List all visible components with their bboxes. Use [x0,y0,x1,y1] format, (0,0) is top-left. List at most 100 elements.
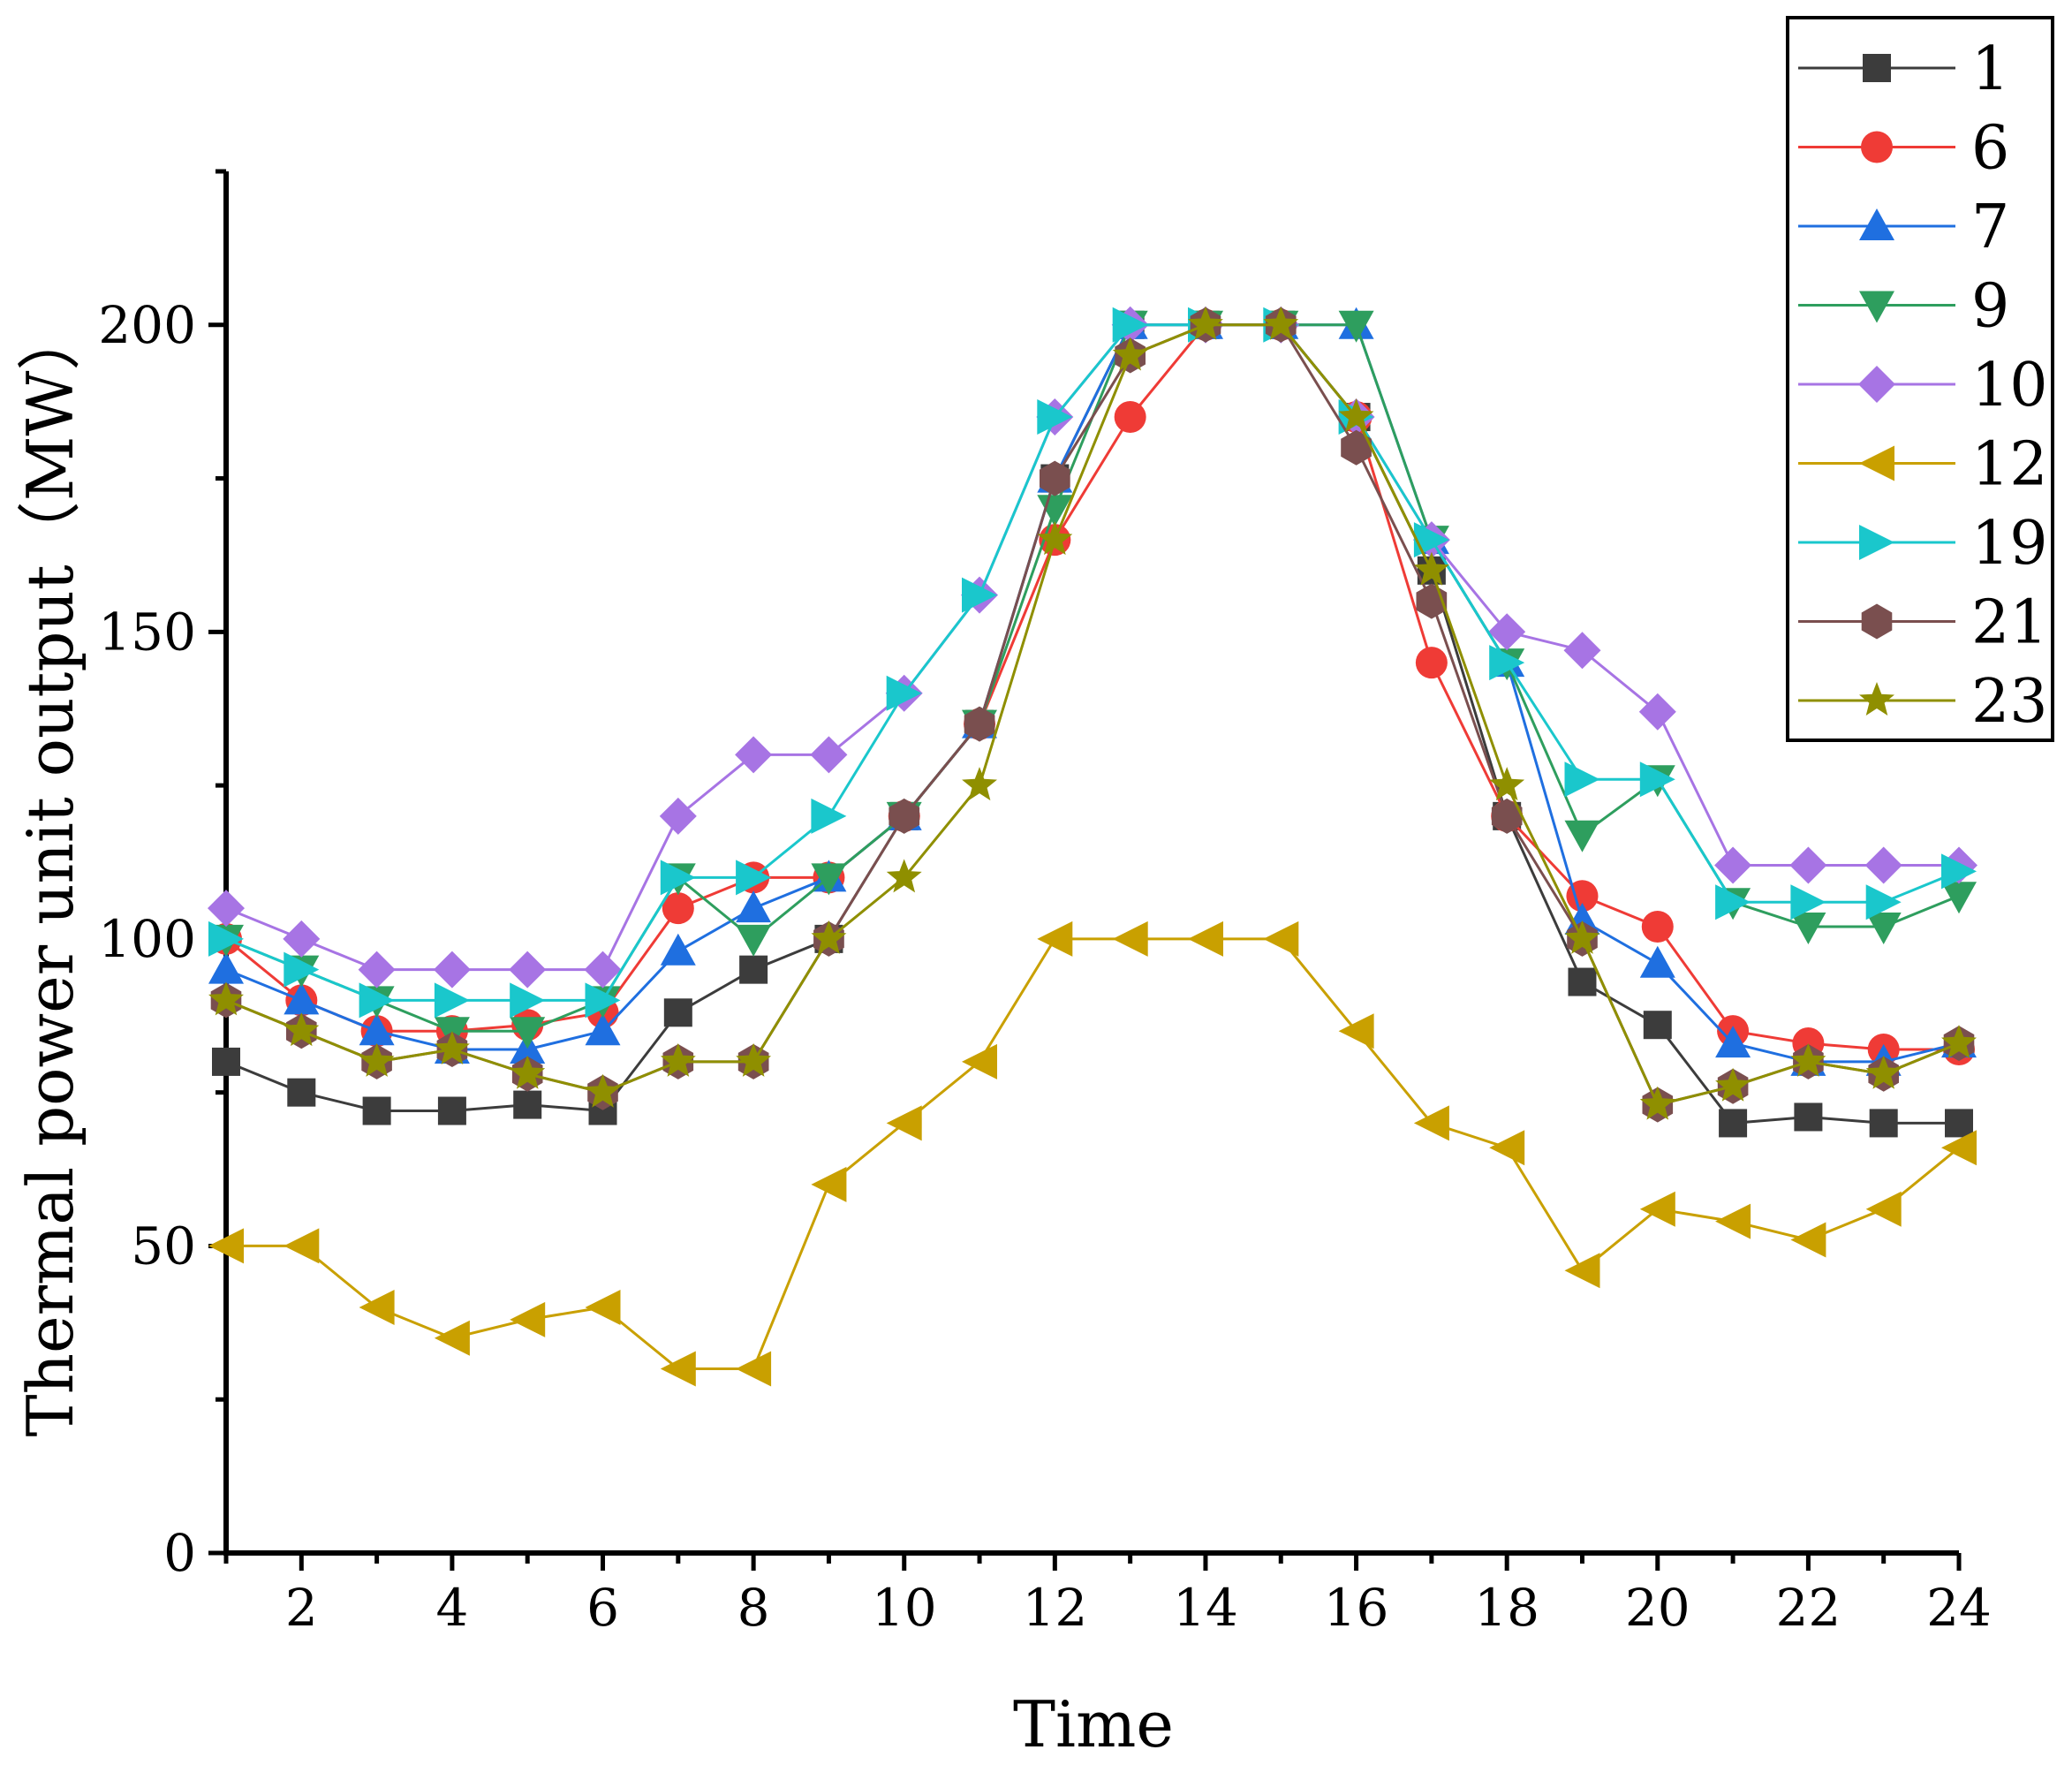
data-point-23 [1790,1042,1826,1077]
data-point-19 [1790,884,1826,920]
x-tick-label: 22 [1775,1578,1841,1638]
x-tick-label: 2 [285,1578,318,1638]
data-point-19 [811,798,847,834]
data-point-1 [1794,1102,1823,1132]
legend-marker [1859,208,1894,240]
legend-box [1786,16,2054,742]
data-point-9 [1790,913,1826,944]
data-point-10 [584,951,622,989]
data-point-23 [1188,306,1223,340]
legend-label: 1 [1971,34,2009,104]
data-point-10 [1563,632,1601,670]
data-point-19 [1715,884,1751,920]
data-point-23 [208,981,244,1016]
data-point-1 [1643,1011,1672,1040]
series-line-12 [226,937,1960,1370]
legend-marker [1861,131,1893,163]
x-tick-label: 6 [586,1578,619,1638]
x-tick-label: 10 [872,1578,937,1638]
data-point-9 [1941,882,1977,914]
x-tick-label: 16 [1324,1578,1389,1638]
data-point-19 [886,675,922,711]
data-point-12 [284,1228,320,1264]
y-axis-title: Thermal power unit output（MW） [13,307,87,1437]
data-point-12 [208,1228,244,1264]
series-group [208,306,1977,1387]
data-point-12 [736,1351,772,1387]
x-axis-title: Time [1013,1687,1174,1761]
legend-item: 10 [1798,351,2048,420]
data-point-6 [662,892,694,925]
data-point-6 [1566,880,1599,913]
legend: 1 6 7 9 10 12 19 21 23 [1786,16,2054,742]
data-point-7 [284,982,320,1015]
data-point-19 [1413,522,1449,558]
series-7 [208,307,1977,1076]
legend-label: 10 [1971,351,2048,420]
y-tick-label: 50 [131,1216,196,1276]
data-point-21 [1341,429,1372,466]
data-point-1 [287,1078,316,1107]
data-point-21 [964,706,995,742]
x-tick-label: 8 [737,1578,770,1638]
data-point-10 [1864,846,1902,884]
data-point-12 [1865,1191,1902,1227]
data-point-7 [736,890,772,923]
y-tick-label: 0 [163,1523,196,1583]
series-6 [210,308,1975,1066]
data-point-12 [1188,920,1223,957]
data-point-23 [1413,551,1449,586]
data-point-23 [962,767,997,801]
legend-item: 23 [1798,667,2048,737]
data-point-12 [1639,1191,1675,1227]
data-point-21 [889,798,920,834]
legend-marker [1859,291,1894,323]
legend-item: 9 [1798,272,2009,342]
data-point-10 [358,951,396,989]
data-point-23 [1338,398,1374,432]
data-point-10 [1714,846,1752,884]
data-point-19 [284,951,320,988]
data-point-1 [1869,1109,1898,1138]
data-point-23 [359,1042,395,1077]
data-point-23 [1564,920,1600,954]
data-point-23 [284,1012,320,1047]
data-point-19 [585,982,621,1019]
data-point-10 [208,890,245,928]
data-point-7 [359,1013,395,1046]
x-tick-label: 18 [1474,1578,1539,1638]
data-point-19 [1941,853,1977,890]
data-point-19 [510,982,546,1019]
x-tick-label: 4 [435,1578,468,1638]
data-point-9 [811,863,847,896]
data-point-23 [1639,1086,1675,1120]
data-point-19 [962,577,997,613]
data-point-9 [1564,820,1600,852]
data-point-10 [433,951,471,989]
data-point-10 [283,920,321,958]
legend-marker [1861,603,1893,640]
data-point-23 [660,1042,696,1077]
data-point-1 [362,1096,391,1125]
data-point-23 [1941,1025,1977,1058]
data-point-12 [811,1166,847,1202]
data-point-19 [208,920,244,957]
data-point-23 [1489,767,1525,801]
legend-label: 7 [1971,193,2009,262]
data-point-23 [1263,306,1299,340]
data-point-1 [739,955,768,984]
data-point-23 [1715,1067,1751,1102]
data-point-7 [1715,1026,1751,1058]
data-point-12 [1413,1105,1449,1141]
series-19 [208,307,1977,1019]
data-point-10 [810,736,848,774]
data-point-21 [1040,460,1070,496]
series-line-21 [225,323,1960,1107]
data-point-7 [1639,945,1675,978]
data-point-19 [736,860,772,896]
data-point-10 [1638,693,1676,731]
legend-label: 21 [1971,588,2048,658]
legend-item: 21 [1798,588,2048,658]
